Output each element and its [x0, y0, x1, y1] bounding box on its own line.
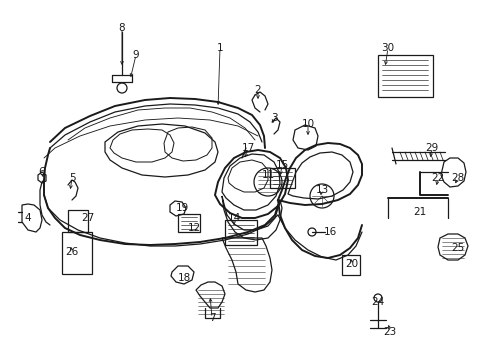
Text: 20: 20: [345, 259, 358, 269]
Text: 12: 12: [187, 223, 200, 233]
Bar: [341, 255, 359, 275]
Text: 15: 15: [275, 160, 288, 170]
Text: 17: 17: [241, 143, 254, 153]
Text: 8: 8: [119, 23, 125, 33]
Bar: [269, 168, 294, 188]
Text: 11: 11: [261, 170, 274, 180]
Text: 26: 26: [65, 247, 79, 257]
Bar: [62, 232, 92, 274]
Text: 29: 29: [425, 143, 438, 153]
Text: 13: 13: [315, 185, 328, 195]
Text: 16: 16: [323, 227, 336, 237]
Text: 10: 10: [301, 119, 314, 129]
Bar: [224, 220, 257, 245]
Text: 25: 25: [450, 243, 464, 253]
Text: 1: 1: [216, 43, 223, 53]
Text: 23: 23: [383, 327, 396, 337]
Text: 9: 9: [132, 50, 139, 60]
Text: 3: 3: [270, 113, 277, 123]
Bar: [377, 55, 432, 97]
Text: 18: 18: [177, 273, 190, 283]
Text: 21: 21: [412, 207, 426, 217]
Text: 27: 27: [81, 213, 95, 223]
Bar: [178, 214, 200, 232]
Text: 24: 24: [370, 297, 384, 307]
Text: 28: 28: [450, 173, 464, 183]
Text: 14: 14: [227, 213, 240, 223]
Text: 30: 30: [381, 43, 394, 53]
Text: 2: 2: [254, 85, 261, 95]
Text: 6: 6: [39, 167, 45, 177]
Bar: [68, 210, 88, 232]
Text: 4: 4: [24, 213, 31, 223]
Text: 5: 5: [68, 173, 75, 183]
Text: 19: 19: [175, 203, 188, 213]
Text: 7: 7: [208, 313, 215, 323]
Text: 22: 22: [430, 173, 444, 183]
